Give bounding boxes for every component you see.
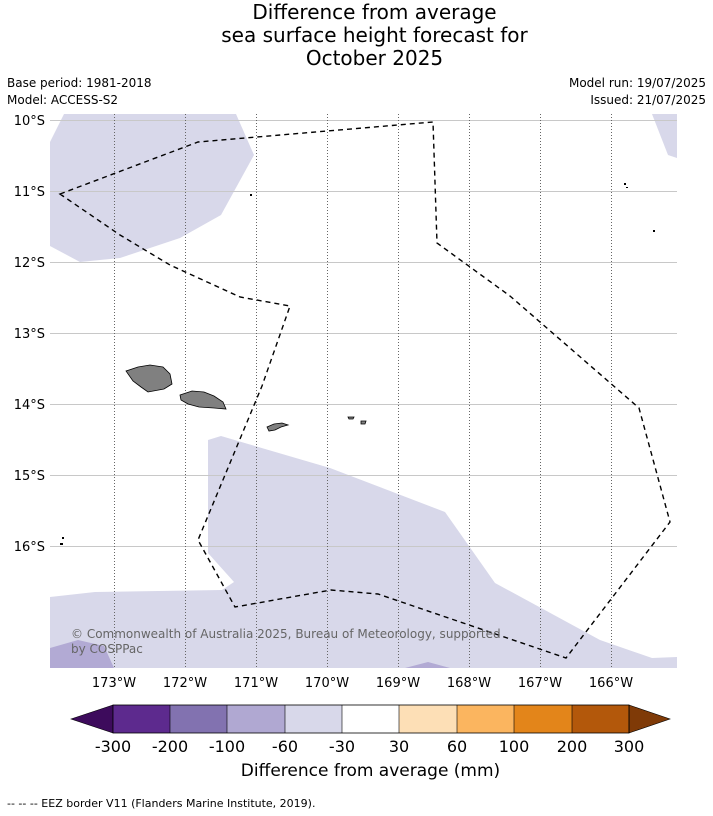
colorbar-tick-label: -60 <box>272 737 298 756</box>
copyright-text-line-1: © Commonwealth of Australia 2025, Bureau… <box>71 627 501 641</box>
colorbar-segment <box>514 705 572 733</box>
lon-label: 170°W <box>305 676 349 691</box>
colorbar-segment <box>227 705 285 733</box>
colorbar-segment <box>113 705 170 733</box>
colorbar-segment <box>572 705 629 733</box>
colorbar-segment <box>342 705 399 733</box>
longitude-gridlines <box>114 114 612 668</box>
base-period-label: Base period: 1981-2018 <box>7 76 152 90</box>
colorbar-segment <box>457 705 514 733</box>
anomaly-region-light <box>50 114 677 668</box>
lon-label: 173°W <box>92 676 136 691</box>
lat-label: 10°S <box>14 114 45 129</box>
lat-label: 12°S <box>14 256 45 271</box>
lat-label: 14°S <box>14 398 45 413</box>
lat-label: 13°S <box>14 327 45 342</box>
lon-label: 172°W <box>163 676 207 691</box>
colorbar-tick-label: 300 <box>614 737 645 756</box>
map-plot-area: © Commonwealth of Australia 2025, Bureau… <box>50 114 677 668</box>
savaii-island <box>125 364 173 393</box>
lon-label: 171°W <box>234 676 278 691</box>
model-run-label: Model run: 19/07/2025 <box>568 76 706 90</box>
colorbar-extend-high <box>628 704 671 734</box>
small-atolls <box>60 183 655 545</box>
colorbar-segment <box>170 705 227 733</box>
lat-label: 16°S <box>14 540 45 555</box>
upolu-island <box>179 390 227 410</box>
colorbar-tick-label: -100 <box>209 737 245 756</box>
colorbar: -300 -200 -100 -60 -30 30 60 100 200 300 <box>70 704 671 756</box>
lon-label: 167°W <box>518 676 562 691</box>
copyright-text-line-2: by COSPPac <box>71 642 143 656</box>
anomaly-region-medium <box>50 640 450 668</box>
colorbar-tick-label: 100 <box>499 737 530 756</box>
colorbar-tick-label: 200 <box>557 737 588 756</box>
colorbar-ticks: -300 -200 -100 -60 -30 30 60 100 200 300 <box>95 737 644 756</box>
colorbar-tick-label: 30 <box>389 737 409 756</box>
issued-label: Issued: 21/07/2025 <box>590 93 706 107</box>
lon-label: 168°W <box>447 676 491 691</box>
colorbar-extend-low <box>70 704 114 734</box>
colorbar-title: Difference from average (mm) <box>240 761 501 781</box>
longitude-labels: 173°W 172°W 171°W 170°W 169°W 168°W 167°… <box>92 676 633 691</box>
latitude-labels: 10°S 11°S 12°S 13°S 14°S 15°S 16°S <box>14 114 45 555</box>
lat-label: 11°S <box>14 185 45 200</box>
lon-label: 169°W <box>376 676 420 691</box>
latitude-gridlines <box>50 120 677 547</box>
colorbar-tick-label: -30 <box>329 737 355 756</box>
lon-label: 166°W <box>589 676 633 691</box>
colorbar-segment <box>399 705 457 733</box>
map-title-line-3: October 2025 <box>305 46 444 70</box>
colorbar-tick-label: -300 <box>95 737 131 756</box>
colorbar-tick-label: 60 <box>447 737 467 756</box>
lat-label: 15°S <box>14 469 45 484</box>
map-title-line-2: sea surface height forecast for <box>221 23 528 47</box>
colorbar-tick-label: -200 <box>152 737 188 756</box>
colorbar-segment <box>285 705 342 733</box>
islands <box>125 364 367 432</box>
eez-legend-note: -- -- -- EEZ border V11 (Flanders Marine… <box>7 797 316 810</box>
model-label: Model: ACCESS-S2 <box>7 93 119 107</box>
tutuila-island <box>266 422 290 432</box>
map-title-line-1: Difference from average <box>252 0 497 24</box>
